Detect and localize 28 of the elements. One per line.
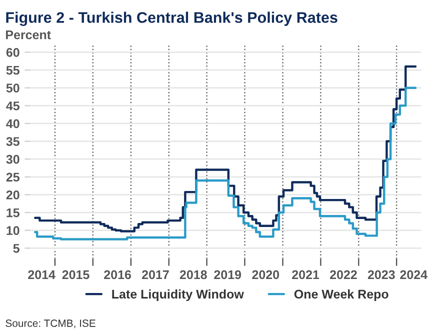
chart-title: Figure 2 - Turkish Central Bank's Policy Rates (6, 12, 338, 26)
y-tick-label: 10 (6, 226, 20, 235)
x-tick-label: 2021 (292, 270, 320, 280)
x-tick-label: 2020 (252, 270, 280, 280)
x-tick-label: 2019 (214, 270, 242, 280)
y-tick-label: 5 (13, 244, 20, 253)
x-tick-label: 2015 (62, 270, 90, 280)
x-tick-label: 2024 (400, 270, 428, 280)
legend-label: Late Liquidity Window (112, 289, 244, 302)
y-tick-label: 20 (6, 190, 20, 200)
y-tick-label: 25 (6, 172, 20, 182)
y-tick-label: 55 (6, 66, 20, 75)
x-tick-label: 2016 (104, 270, 131, 280)
x-tick-label: 2018 (180, 270, 207, 280)
y-tick-label: 35 (6, 137, 20, 146)
y-tick-label: 60 (6, 48, 20, 57)
legend-label: One Week Repo (294, 289, 388, 302)
y-tick-label: 45 (6, 102, 20, 110)
y-tick-label: 50 (6, 84, 20, 92)
x-tick-label: 2017 (142, 270, 169, 280)
chart-subtitle: Percent (6, 30, 51, 40)
y-tick-label: 15 (6, 208, 20, 218)
x-tick-label: 2023 (368, 270, 395, 280)
source-note: Source: TCMB, ISE (6, 320, 96, 328)
x-tick-label: 2022 (330, 270, 357, 280)
y-tick-label: 30 (6, 154, 20, 164)
x-tick-label: 2014 (28, 270, 56, 280)
y-tick-label: 40 (6, 119, 20, 128)
